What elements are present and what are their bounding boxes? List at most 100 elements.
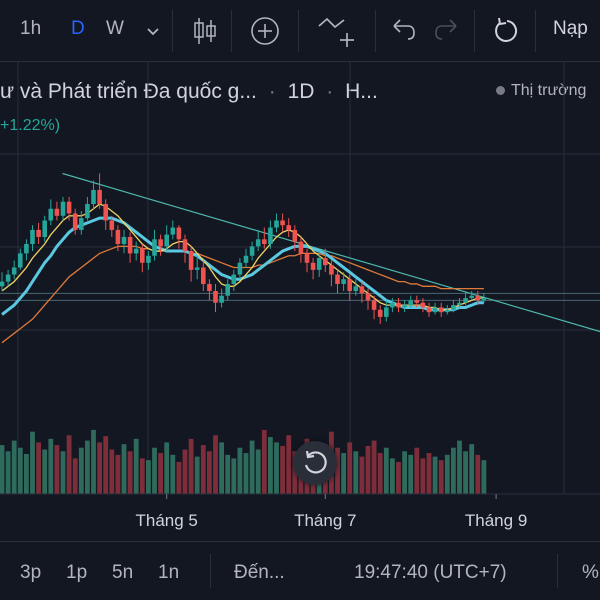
volume-bar (200, 445, 206, 494)
trendline (62, 172, 600, 333)
volume-bar (194, 456, 200, 494)
volume-bar (457, 440, 462, 494)
symbol-name[interactable]: ư và Phát triển Đa quốc g... (0, 80, 257, 103)
interval-d-button[interactable]: D (71, 18, 85, 39)
volume-bar (133, 438, 139, 494)
volume-bar (121, 444, 127, 494)
volume-bar (347, 442, 353, 494)
candle-body (298, 241, 304, 254)
candle-body (341, 279, 346, 284)
range-5n-button[interactable]: 5n (112, 562, 134, 583)
reload-icon[interactable] (490, 14, 524, 48)
volume-bar (426, 453, 432, 494)
candle-body (475, 295, 481, 301)
candle-body (463, 298, 468, 303)
candle-body (335, 274, 340, 284)
volume-bar (170, 454, 176, 494)
volume-bar (0, 445, 5, 494)
candle-body (469, 295, 474, 299)
interval-w-button[interactable]: W (106, 18, 124, 39)
volume-bar (475, 454, 481, 494)
volume-bars (0, 429, 487, 494)
add-indicator-icon[interactable] (316, 14, 360, 48)
candle-body (390, 302, 395, 308)
volume-bar (408, 454, 414, 494)
candle-body (316, 258, 322, 270)
candle-body (359, 286, 365, 294)
volume-bar (72, 458, 78, 494)
candle-body (371, 300, 377, 310)
chevron-down-icon[interactable] (140, 16, 166, 50)
load-button[interactable]: Nạp (553, 18, 588, 39)
plus-circle-icon[interactable] (248, 14, 282, 48)
legend-symbol-line: ư và Phát triển Đa quốc g... · 1D · H... (0, 80, 378, 104)
volume-bar (231, 458, 237, 494)
bottom-toolbar: 3p 1p 5n 1n Đến... 19:47:40 (UTC+7) % (0, 541, 600, 600)
reset-chart-button[interactable] (293, 441, 337, 485)
toolbar-divider (298, 10, 299, 52)
candle-body (146, 255, 151, 263)
volume-bar (207, 451, 212, 494)
volume-bar (371, 440, 377, 494)
range-1p-button[interactable]: 1p (66, 562, 88, 583)
volume-bar (139, 458, 145, 494)
candle-body (194, 267, 200, 270)
price-chart[interactable]: Tháng 5 Tháng 7 Tháng 9 (0, 62, 600, 540)
goto-date-button[interactable]: Đến... (234, 562, 285, 583)
candle-body (207, 283, 212, 291)
clock-timezone[interactable]: 19:47:40 (UTC+7) (354, 562, 507, 583)
volume-bar (127, 451, 133, 494)
x-tick-label: Tháng 7 (294, 511, 356, 530)
candle-body (152, 239, 157, 256)
range-1n-button[interactable]: 1n (158, 562, 180, 583)
toolbar-divider (231, 10, 232, 52)
candle-body (91, 189, 96, 205)
candle-body (97, 189, 102, 205)
redo-icon[interactable] (430, 14, 464, 48)
x-axis: Tháng 5 Tháng 7 Tháng 9 (0, 493, 600, 530)
candle-body (329, 265, 334, 275)
candle-body (365, 293, 371, 301)
volume-bar (481, 460, 487, 494)
candle-body (310, 262, 316, 270)
undo-icon[interactable] (386, 14, 420, 48)
candle-body (304, 253, 310, 263)
percent-toggle[interactable]: % (582, 562, 599, 583)
candle-body (85, 204, 90, 219)
candle-body (347, 279, 352, 291)
volume-bar (255, 449, 261, 494)
volume-bar (109, 449, 115, 494)
candle-body (396, 302, 401, 308)
candle-body (48, 208, 54, 221)
support-lines (0, 292, 600, 301)
volume-bar (42, 449, 48, 494)
candle-body (213, 291, 218, 303)
candles-icon[interactable] (188, 14, 222, 48)
volume-bar (11, 440, 17, 494)
legend-dot: · (268, 80, 276, 103)
interval-1h-button[interactable]: 1h (20, 18, 42, 39)
volume-bar (91, 429, 96, 494)
top-toolbar: 1h D W (0, 0, 600, 62)
candle-body (384, 307, 389, 317)
candle-body (79, 218, 84, 230)
bottom-divider (210, 554, 211, 588)
volume-bar (54, 445, 60, 494)
volume-bar (383, 447, 389, 494)
candle-body (103, 204, 108, 221)
market-status[interactable]: Thị trường (496, 82, 586, 100)
candle-body (11, 267, 17, 275)
candle-body (72, 213, 78, 230)
volume-bar (365, 445, 371, 494)
candle-body (438, 307, 444, 313)
candle-body (54, 208, 60, 216)
volume-bar (353, 451, 359, 494)
volume-bar (414, 447, 420, 494)
volume-bar (274, 442, 279, 494)
volume-bar (280, 445, 285, 494)
candle-body (249, 246, 255, 256)
volume-bar (469, 444, 475, 494)
volume-bar (225, 454, 231, 494)
volume-bar (438, 460, 444, 494)
range-3p-button[interactable]: 3p (20, 562, 42, 583)
